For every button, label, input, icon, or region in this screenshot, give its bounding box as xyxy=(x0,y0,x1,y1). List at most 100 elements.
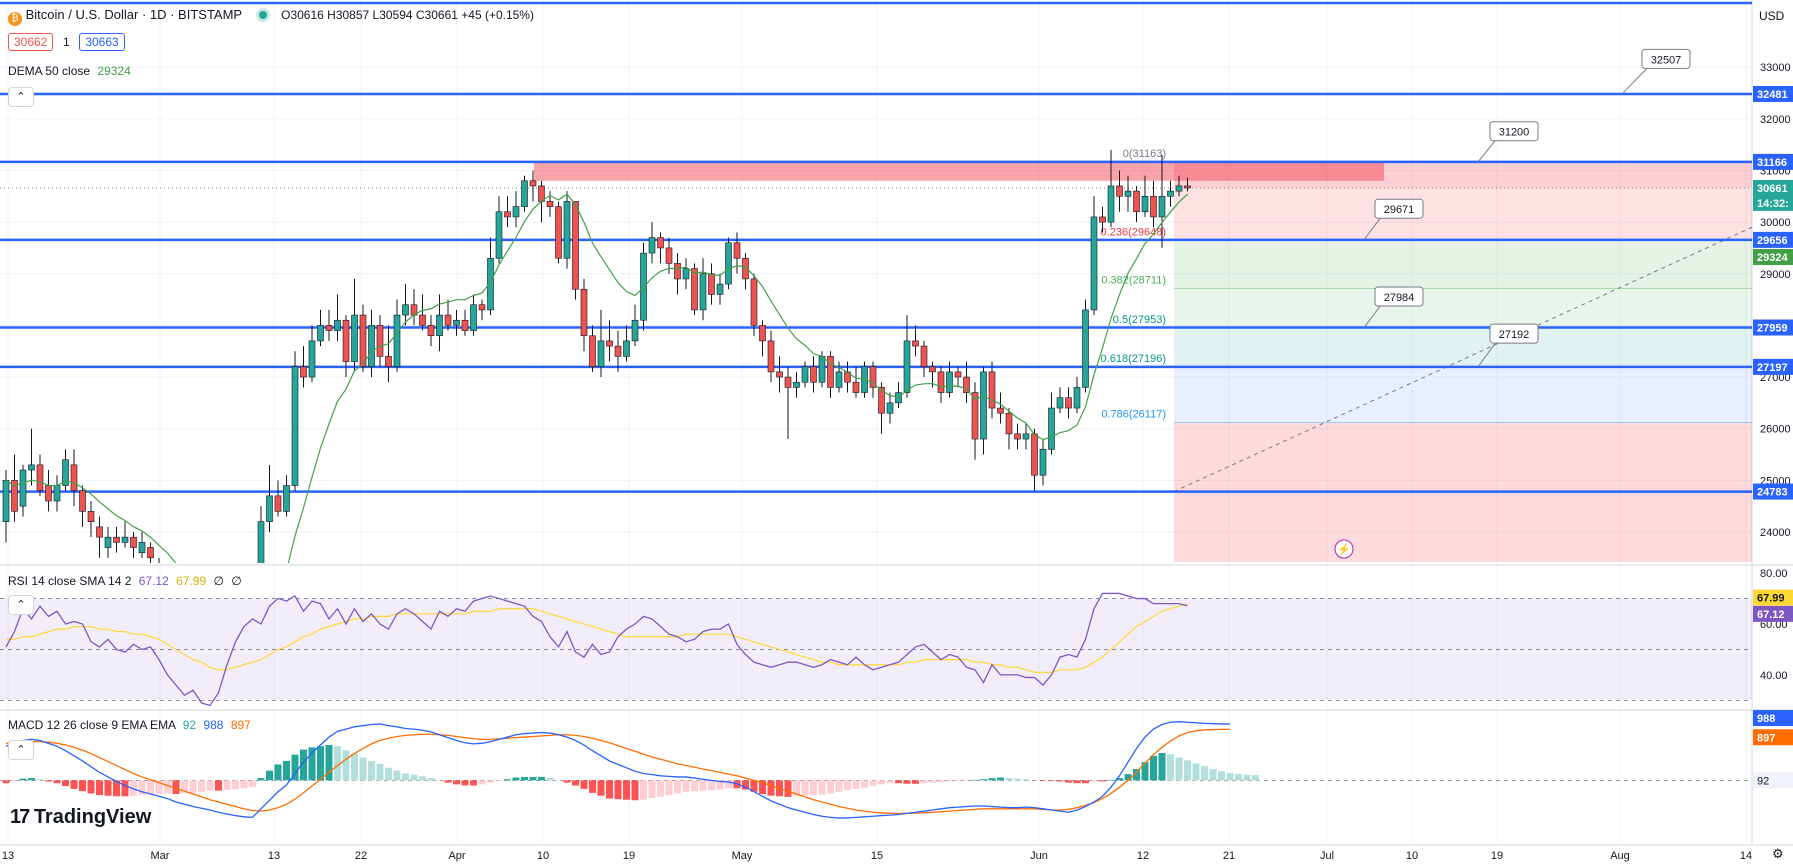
macd-hist-bar xyxy=(648,780,656,799)
macd-hist-bar xyxy=(691,780,698,792)
price-label: 24783 xyxy=(1757,487,1788,499)
macd-hist-bar xyxy=(62,780,69,787)
macd-hist-bar xyxy=(334,746,341,781)
macd-hist-bar xyxy=(1141,762,1149,781)
main-price-pane[interactable]: 0(31163) 0.236(29648) 0.382(28711) 0.5(2795… xyxy=(0,1,1753,666)
macd-hist-bar xyxy=(946,780,953,782)
candle-down xyxy=(572,201,579,290)
rsi-sma-value: 67.99 xyxy=(176,574,207,588)
candle-up xyxy=(1158,195,1166,218)
rsi-extra-1: ∅ xyxy=(213,574,224,588)
tradingview-logo-icon: 17 xyxy=(10,806,30,828)
macd-hist-bar xyxy=(708,780,715,791)
fib-label: 0.382(28711) xyxy=(1101,275,1166,287)
macd-hist-bar xyxy=(878,780,885,785)
macd-pane[interactable] xyxy=(0,721,1752,819)
macd-hist-bar xyxy=(614,780,622,800)
candle-up xyxy=(53,485,61,502)
candle-down xyxy=(11,480,18,512)
candle-down xyxy=(767,340,775,373)
macd-hist-bar xyxy=(461,780,469,786)
currency-label[interactable]: USD xyxy=(1759,9,1785,23)
candle-down xyxy=(1065,397,1072,409)
price-axis[interactable]: 2400025000260002700028000290003000031000… xyxy=(1753,62,1793,789)
macd-hist-bar xyxy=(1158,753,1166,781)
macd-hist-bar xyxy=(1124,774,1132,781)
macd-hist-bar xyxy=(300,749,307,781)
rsi-legend[interactable]: RSI 14 close SMA 14 2 67.12 67.99 ∅ ∅ xyxy=(8,574,242,588)
macd-hist-bar xyxy=(215,780,222,791)
candle-down xyxy=(733,242,741,259)
rsi-pane[interactable] xyxy=(0,592,1752,707)
time-label: 19 xyxy=(623,850,635,862)
macd-hist-bar xyxy=(172,780,180,795)
fib-zone xyxy=(1174,162,1752,241)
trade-buttons: 30662 1 30663 xyxy=(8,33,125,51)
macd-hist-bar xyxy=(546,778,554,781)
candle-up xyxy=(1124,190,1132,197)
candle-down xyxy=(580,288,588,337)
macd-hist-bar xyxy=(716,780,724,790)
macd-hist-bar xyxy=(606,780,613,799)
price-label-box xyxy=(1753,231,1793,248)
macd-hist-bar xyxy=(767,780,775,796)
time-axis[interactable]: 13 Mar 13 22 Apr 10 19 May 15 Jun 12 21 Jul 10 19 Aug 14 xyxy=(2,850,1752,862)
time-label: 10 xyxy=(1406,850,1418,862)
macd-hist-bar xyxy=(597,780,605,796)
buy-button[interactable]: 30663 xyxy=(79,33,125,51)
macd-hist-bar xyxy=(920,780,928,784)
macd-legend[interactable]: MACD 12 26 close 9 EMA EMA 92 988 897 xyxy=(8,718,251,732)
macd-hist-bar xyxy=(988,778,996,781)
macd-hist-bar xyxy=(79,780,86,792)
tradingview-logo[interactable]: 17 TradingView xyxy=(10,806,151,829)
time-label: May xyxy=(732,850,753,862)
macd-hist-bar xyxy=(453,780,460,785)
sell-button[interactable]: 30662 xyxy=(8,33,54,51)
symbol-header: ₿ Bitcoin / U.S. Dollar · 1D · BITSTAMP … xyxy=(8,7,534,26)
macd-hist-bar xyxy=(410,774,418,781)
macd-hist-bar xyxy=(2,780,10,784)
candle-down xyxy=(113,536,120,543)
candle-down xyxy=(954,371,962,378)
callout-label: 27984 xyxy=(1384,292,1415,304)
dema-legend[interactable]: DEMA 50 close 29324 xyxy=(8,64,131,78)
macd-hist-bar xyxy=(1107,779,1115,781)
candle-up xyxy=(266,495,273,522)
callout-box xyxy=(1374,286,1424,307)
collapse-legend-button[interactable]: ⌃ xyxy=(8,87,34,107)
time-label: Mar xyxy=(151,850,170,862)
candle-up xyxy=(495,211,503,259)
macd-label: MACD 12 26 close 9 EMA EMA xyxy=(8,718,176,732)
candle-up xyxy=(436,314,443,337)
macd-hist-bar xyxy=(512,777,520,781)
trendline xyxy=(1173,226,1753,493)
symbol-title[interactable]: Bitcoin / U.S. Dollar · 1D · BITSTAMP xyxy=(25,7,242,22)
candle-up xyxy=(291,366,299,486)
macd-hist-bar xyxy=(351,753,358,781)
fib-label: 0.618(27196) xyxy=(1101,353,1166,365)
macd-hist-bar xyxy=(1099,780,1106,782)
macd-hist-bar xyxy=(70,780,78,789)
candle-up xyxy=(402,304,409,316)
candle-up xyxy=(835,371,843,388)
callout-pointer xyxy=(1477,341,1497,368)
macd-hist-bar xyxy=(1150,755,1157,781)
macd-hist-bar xyxy=(1048,780,1055,781)
candle-up xyxy=(1090,216,1098,311)
candle-down xyxy=(963,376,970,393)
candle-up xyxy=(631,319,639,342)
price-label: 31166 xyxy=(1757,157,1787,169)
macd-hist-bar xyxy=(1218,771,1225,781)
settings-gear-icon[interactable]: ⚙ xyxy=(1772,846,1784,861)
candle-down xyxy=(70,464,78,491)
collapse-macd-button[interactable]: ⌃ xyxy=(8,740,34,760)
collapse-rsi-button[interactable]: ⌃ xyxy=(8,595,34,615)
rsi-tick: 80.00 xyxy=(1760,568,1788,580)
macd-hist-bar xyxy=(640,780,647,800)
price-label-box xyxy=(1753,319,1793,336)
callout-box xyxy=(1489,121,1539,142)
candle-down xyxy=(878,387,885,414)
candle-down xyxy=(36,464,44,491)
candle-up xyxy=(716,283,724,295)
